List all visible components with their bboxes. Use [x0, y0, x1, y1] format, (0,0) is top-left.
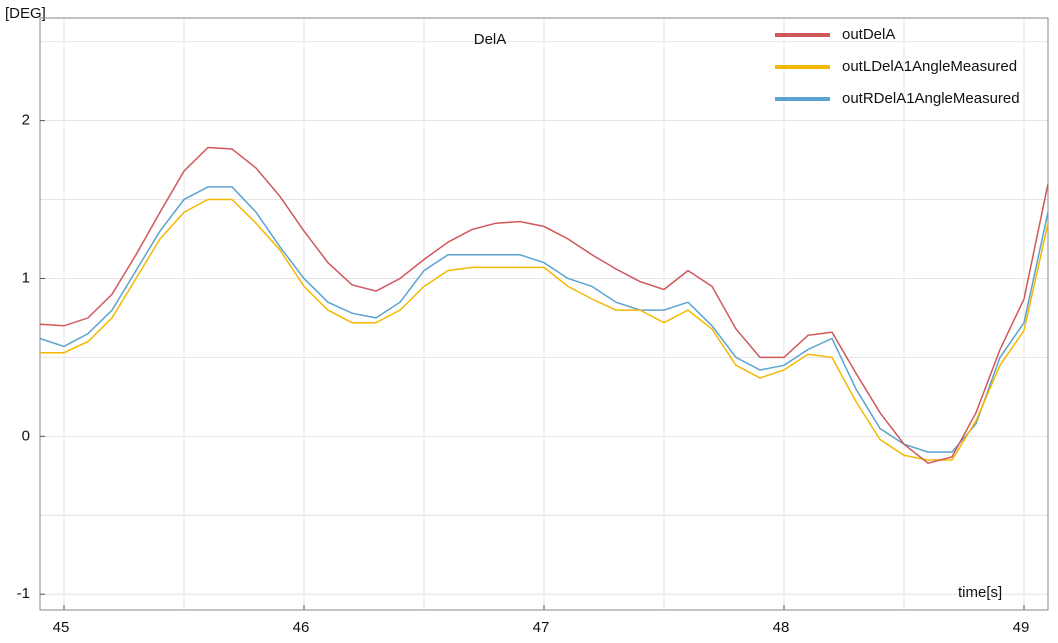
- legend-label: outRDelA1AngleMeasured: [842, 90, 1020, 107]
- legend-label: outDelA: [842, 26, 895, 43]
- y-tick-label: 0: [22, 427, 30, 444]
- series-line: [39, 186, 1049, 453]
- x-tick-label: 45: [53, 619, 70, 636]
- x-tick-label: 48: [773, 619, 790, 636]
- y-tick-label: 1: [22, 269, 30, 286]
- y-tick-label: 2: [22, 112, 30, 129]
- x-axis-label: time[s]: [958, 584, 1002, 601]
- chart-title: DelA: [474, 31, 507, 48]
- x-tick-label: 47: [533, 619, 550, 636]
- legend-label: outLDelA1AngleMeasured: [842, 58, 1017, 75]
- y-axis-label: [DEG]: [5, 5, 46, 22]
- series-line: [40, 198, 1049, 461]
- x-tick-label: 46: [293, 619, 310, 636]
- x-tick-label: 49: [1013, 619, 1030, 636]
- series-line: [39, 146, 1049, 465]
- y-tick-label: -1: [17, 585, 30, 602]
